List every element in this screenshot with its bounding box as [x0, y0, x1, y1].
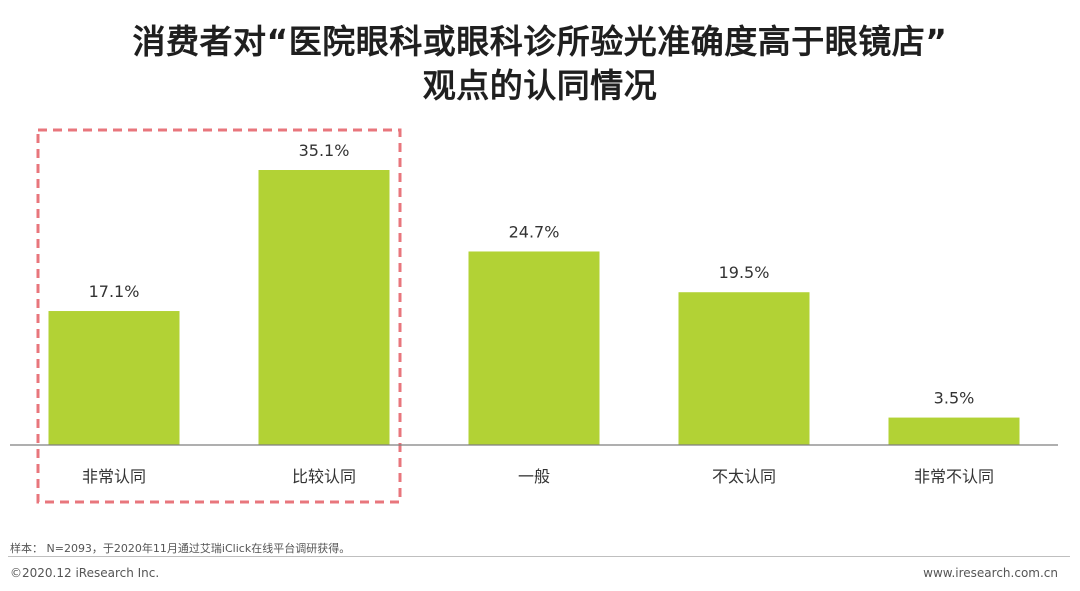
website-text: www.iresearch.com.cn — [923, 566, 1058, 580]
chart-title-line-1: 消费者对“医院眼科或眼科诊所验光准确度高于眼镜店” — [132, 22, 948, 61]
highlight-dashed-box — [36, 128, 402, 504]
data-label: 24.7% — [509, 222, 560, 241]
copyright-text: ©2020.12 iResearch Inc. — [10, 566, 160, 580]
data-label: 35.1% — [299, 141, 350, 160]
sample-note: 样本： N=2093，于2020年11月通过艾瑞iClick在线平台调研获得。 — [10, 542, 351, 555]
bar — [48, 311, 180, 445]
bar — [468, 251, 600, 445]
footer-divider — [8, 556, 1070, 557]
data-label: 3.5% — [934, 389, 975, 408]
category-label: 比较认同 — [292, 467, 356, 486]
category-label: 一般 — [518, 467, 550, 486]
category-label: 非常认同 — [82, 467, 146, 486]
chart-title-line-2: 观点的认同情况 — [422, 66, 658, 105]
category-label: 不太认同 — [712, 467, 776, 486]
bar — [678, 292, 810, 445]
data-label: 19.5% — [719, 263, 770, 282]
bar — [258, 170, 390, 445]
data-label: 17.1% — [89, 282, 140, 301]
bar — [888, 417, 1020, 445]
category-label: 非常不认同 — [914, 467, 994, 486]
